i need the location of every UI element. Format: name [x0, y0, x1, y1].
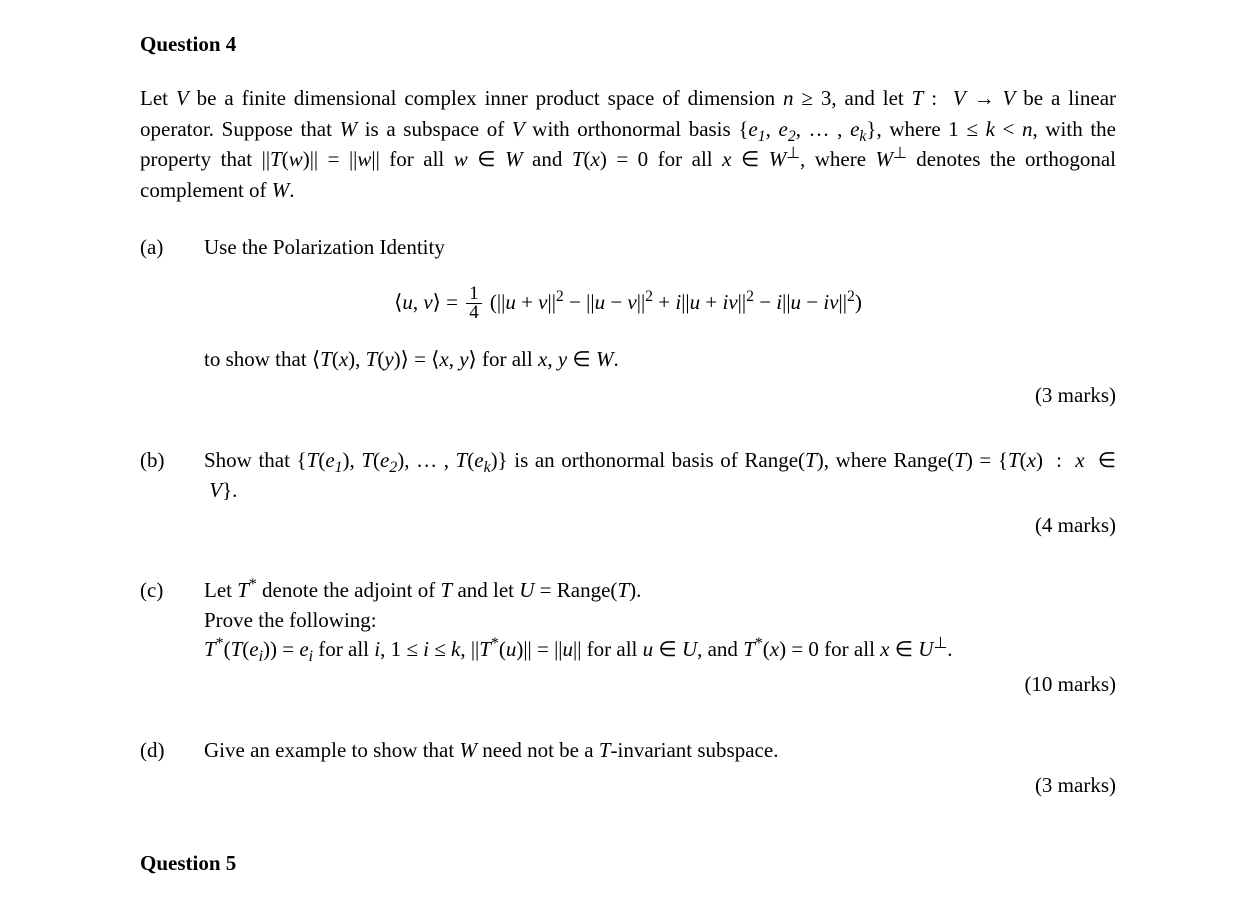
text: for all	[313, 637, 374, 661]
part-a-text2: to show that ⟨T(x), T(y)⟩ = ⟨x, y⟩ for a…	[204, 345, 1116, 374]
text: .	[613, 347, 618, 371]
text: be a finite dimensional complex inner pr…	[189, 86, 783, 110]
text: .	[636, 578, 641, 602]
text: denote the adjoint of	[257, 578, 441, 602]
part-a-text1: Use the Polarization Identity	[204, 233, 1116, 262]
part-b: (b) Show that {T(e1), T(e2), … , T(ek)} …	[140, 446, 1116, 540]
text: for all	[477, 347, 538, 371]
part-c-label: (c)	[140, 576, 204, 700]
text: Let	[140, 86, 176, 110]
part-a-marks: (3 marks)	[204, 381, 1116, 410]
part-d-text: Give an example to show that W need not …	[204, 736, 1116, 765]
text: Give an example to show that	[204, 738, 459, 762]
text: is a subspace of	[357, 117, 512, 141]
text: .	[947, 637, 952, 661]
part-d-label: (d)	[140, 736, 204, 801]
part-c-line1: Let T* denote the adjoint of T and let U…	[204, 576, 1116, 605]
text: -invariant subspace.	[611, 738, 779, 762]
text: , where	[824, 448, 894, 472]
part-c: (c) Let T* denote the adjoint of T and l…	[140, 576, 1116, 700]
part-d-marks: (3 marks)	[204, 771, 1116, 800]
text: .	[289, 178, 294, 202]
text: for all	[819, 637, 880, 661]
part-b-marks: (4 marks)	[204, 511, 1116, 540]
text: ,	[460, 637, 471, 661]
part-c-marks: (10 marks)	[204, 670, 1116, 699]
text: and	[523, 147, 572, 171]
question-4-intro: Let V be a finite dimensional complex in…	[140, 83, 1116, 205]
part-a: (a) Use the Polarization Identity ⟨u, v⟩…	[140, 233, 1116, 410]
text: for all	[380, 147, 454, 171]
text: Let	[204, 578, 237, 602]
part-b-text: Show that {T(e1), T(e2), … , T(ek)} is a…	[204, 446, 1116, 505]
question-4-title: Question 4	[140, 30, 1116, 59]
text: , where	[876, 117, 948, 141]
text: for all	[581, 637, 642, 661]
text: and let	[452, 578, 519, 602]
text: Show that	[204, 448, 297, 472]
part-d: (d) Give an example to show that W need …	[140, 736, 1116, 801]
polarization-identity: ⟨u, v⟩ = 14 (||u + v||2 − ||u − v||2 + i…	[140, 285, 1116, 324]
part-c-line3: T*(T(ei)) = ei for all i, 1 ≤ i ≤ k, ||T…	[204, 635, 1116, 664]
text: for all	[648, 147, 722, 171]
text: .	[232, 478, 237, 502]
text: , where	[800, 147, 876, 171]
text: is an orthonormal basis of	[508, 448, 745, 472]
part-b-label: (b)	[140, 446, 204, 540]
text: to show that	[204, 347, 312, 371]
text: need not be a	[477, 738, 599, 762]
text: , and	[697, 637, 743, 661]
question-5-title: Question 5	[140, 849, 1116, 878]
text: with orthonormal basis	[525, 117, 739, 141]
part-c-line2: Prove the following:	[204, 606, 1116, 635]
text: , and let	[831, 86, 911, 110]
